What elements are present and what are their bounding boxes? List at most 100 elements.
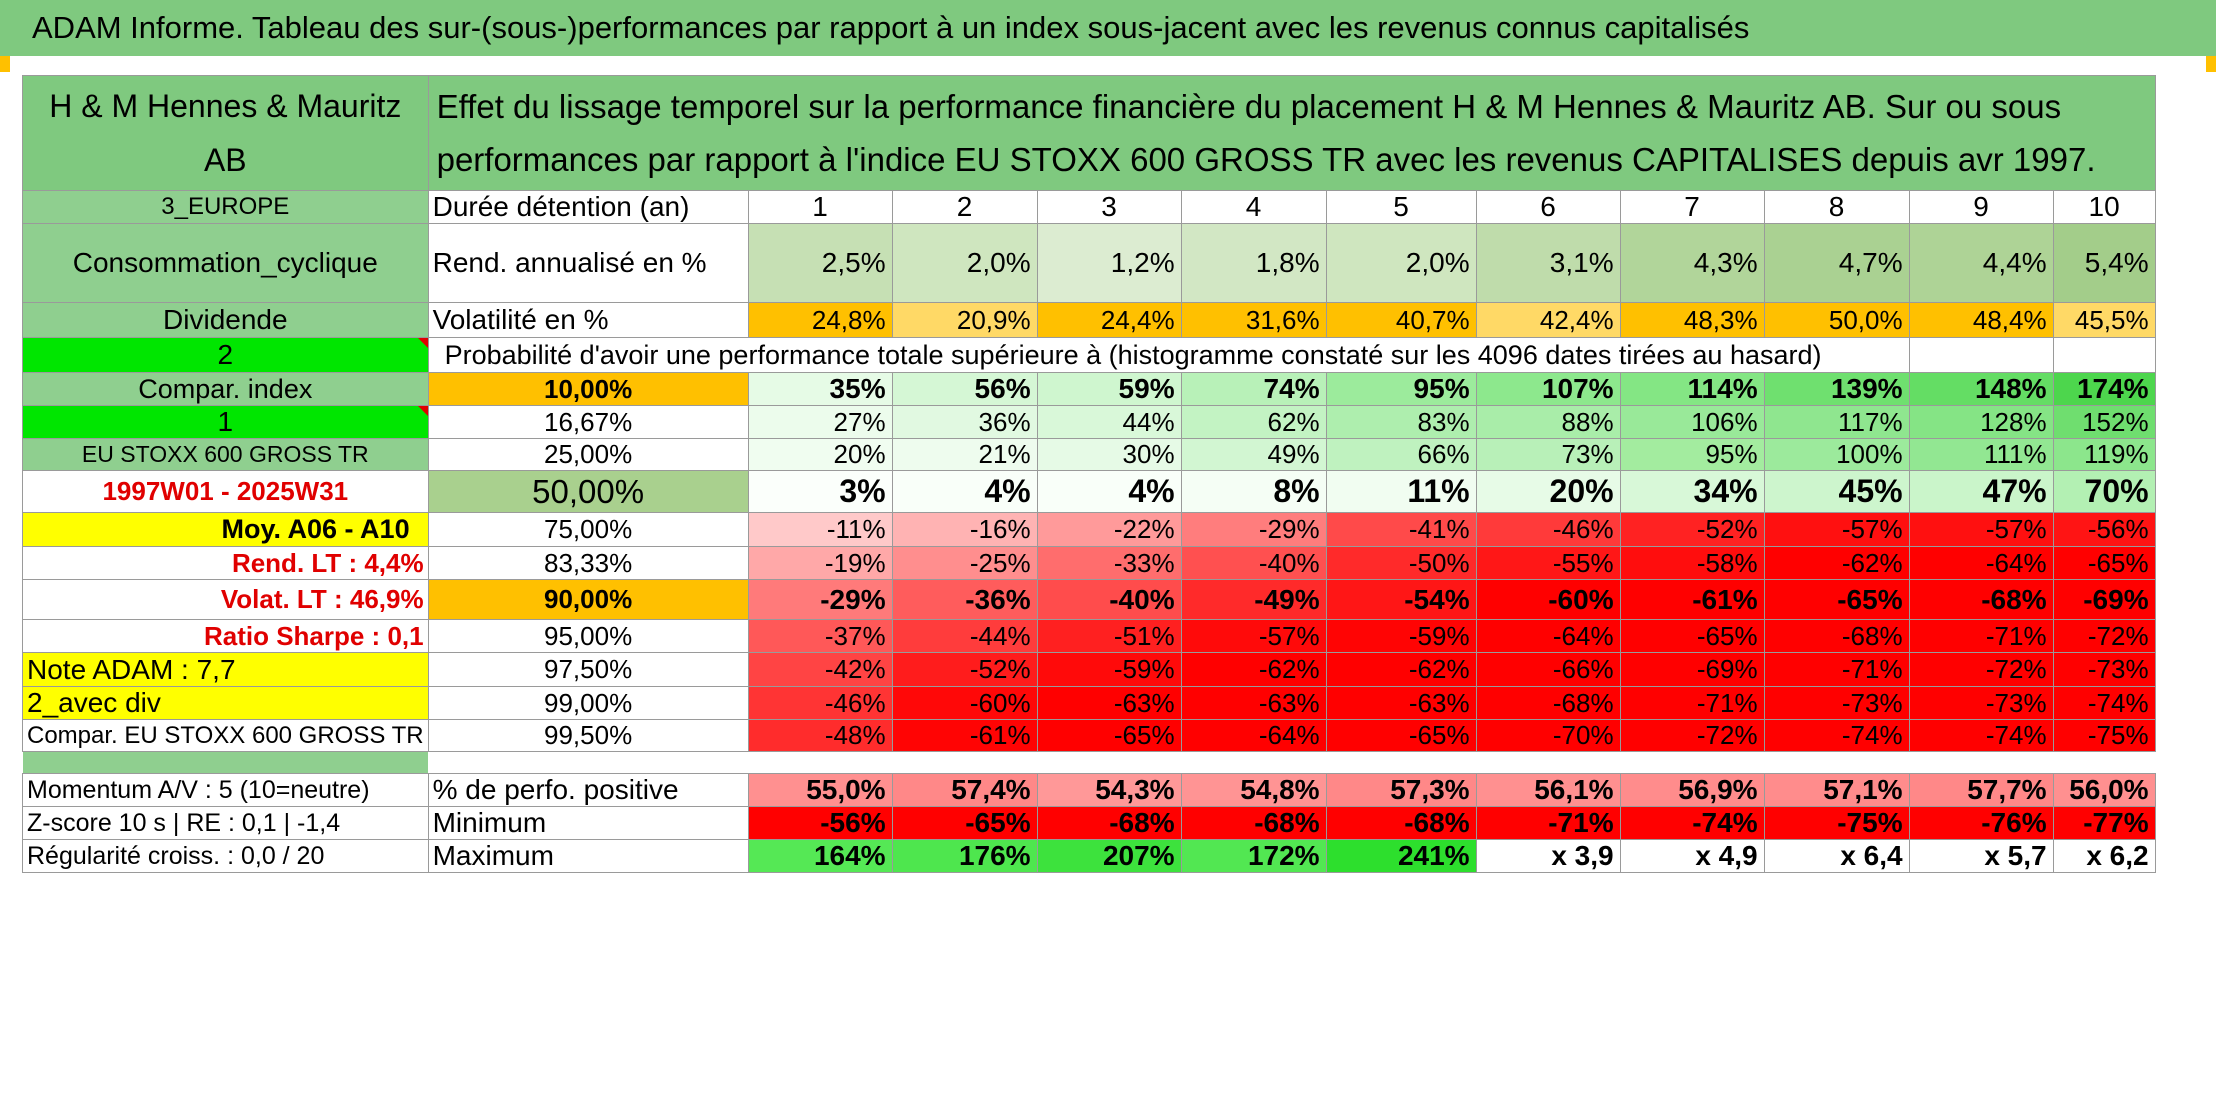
quantile-value: -65% (2052, 546, 2156, 580)
minimum-value: -68% (1325, 806, 1477, 840)
quantile-value: 59% (1036, 372, 1182, 406)
positive-perf-value: 57,7% (1908, 773, 2054, 807)
performance-table: H & M Hennes & Mauritz AB Effet du lissag… (22, 75, 2156, 873)
year-header: 3 (1036, 190, 1182, 224)
return-label: Rend. annualisé en % (427, 223, 749, 303)
table-row: Volat. LT : 46,9% 90,00% -29% -36% -40% -49% -… (22, 579, 2156, 620)
year-header: 8 (1763, 190, 1910, 224)
quantile-value: -65% (1619, 619, 1765, 653)
quantile-value: -68% (1908, 579, 2054, 620)
quantile-value: 30% (1036, 438, 1182, 471)
positive-perf-value: 55,0% (747, 773, 893, 807)
quantile-value: -65% (1036, 719, 1182, 752)
quantile-value: -68% (1475, 686, 1621, 720)
quantile-value: -62% (1325, 652, 1477, 687)
quantile-value: -66% (1475, 652, 1621, 687)
year-header: 7 (1619, 190, 1765, 224)
quantile-value: -71% (1763, 652, 1910, 687)
quantile-value: 95% (1619, 438, 1765, 471)
quantile-value: -73% (2052, 652, 2156, 687)
minimum-value: -65% (891, 806, 1038, 840)
quantile-value: -73% (1908, 686, 2054, 720)
duration-label: Durée détention (an) (427, 190, 749, 224)
quantile-value: 88% (1475, 405, 1621, 439)
quantile-value: -60% (1475, 579, 1621, 620)
table-row: Régularité croiss. : 0,0 / 20 Maximum 164%… (22, 839, 2156, 873)
quantile-value: -65% (1763, 579, 1910, 620)
quantile-value: -11% (747, 512, 893, 547)
return-value: 5,4% (2052, 223, 2156, 303)
period-label: 1997W01 - 2025W31 (22, 470, 429, 513)
quantile-value: 114% (1619, 372, 1765, 406)
minimum-value: -68% (1036, 806, 1182, 840)
quantile-value: -50% (1325, 546, 1477, 580)
quantile-value: -63% (1325, 686, 1477, 720)
region-label: 3_EUROPE (22, 190, 429, 224)
quantile-value: -69% (1619, 652, 1765, 687)
volatility-value: 40,7% (1325, 302, 1477, 338)
quantile-value: -44% (891, 619, 1038, 653)
volatility-value: 45,5% (2052, 302, 2156, 338)
quantile-value: 11% (1325, 470, 1477, 513)
maximum-value: x 4,9 (1619, 839, 1765, 873)
quantile-value: -52% (891, 652, 1038, 687)
quantile-value: -71% (1908, 619, 2054, 653)
maximum-value: 241% (1325, 839, 1477, 873)
table-row: Dividende Volatilité en % 24,8% 20,9% 24,4% 3… (22, 302, 2156, 338)
quantile-value: -75% (2052, 719, 2156, 752)
return-value: 2,5% (747, 223, 893, 303)
quantile-value: -70% (1475, 719, 1621, 752)
return-value: 2,0% (1325, 223, 1477, 303)
return-value: 1,8% (1180, 223, 1327, 303)
quantile-value: -64% (1475, 619, 1621, 653)
quantile-label: 16,67% (427, 405, 749, 439)
comparison-index: Compar. EU STOXX 600 GROSS TR (22, 719, 429, 752)
quantile-value: -59% (1036, 652, 1182, 687)
quantile-value: -42% (747, 652, 893, 687)
quantile-value: 66% (1325, 438, 1477, 471)
positive-perf-label: % de perfo. positive (427, 773, 749, 807)
quantile-value: -72% (1619, 719, 1765, 752)
quantile-value: -46% (1475, 512, 1621, 547)
dividend-mode: 2_avec div (22, 686, 429, 720)
quantile-value: -74% (2052, 686, 2156, 720)
volatility-value: 24,4% (1036, 302, 1182, 338)
return-value: 3,1% (1475, 223, 1621, 303)
maximum-value: 172% (1180, 839, 1327, 873)
table-row: Note ADAM : 7,7 97,50% -42% -52% -59% -62% -62… (22, 652, 2156, 687)
zscore-label: Z-score 10 s | RE : 0,1 | -1,4 (22, 806, 429, 840)
probability-heading: Probabilité d'avoir une performance tota… (427, 337, 1910, 373)
quantile-value: -48% (747, 719, 893, 752)
report-title: ADAM Informe. Tableau des sur-(sous-)per… (0, 0, 2216, 56)
quantile-value: -40% (1180, 546, 1327, 580)
quantile-value: -62% (1763, 546, 1910, 580)
quantile-value: 74% (1180, 372, 1327, 406)
quantile-value: -25% (891, 546, 1038, 580)
table-row: Momentum A/V : 5 (10=neutre)% de perfo. … (22, 773, 2156, 807)
table-row: Moy. A06 - A10 75,00% -11% -16% -22% -29% -41%… (22, 512, 2156, 547)
quantile-value: -74% (1908, 719, 2054, 752)
quantile-value: 20% (1475, 470, 1621, 513)
volatility-value: 20,9% (891, 302, 1038, 338)
quantile-value: 35% (747, 372, 893, 406)
empty-cell (1908, 337, 2054, 373)
quantile-value: 148% (1908, 372, 2054, 406)
quantile-value: -72% (2052, 619, 2156, 653)
corner-marker (0, 56, 10, 72)
quantile-value: 8% (1180, 470, 1327, 513)
spacer-cell (428, 751, 2156, 774)
quantile-label: 97,50% (427, 652, 749, 687)
quantile-value: -61% (1619, 579, 1765, 620)
quantile-label: 50,00% (427, 470, 749, 513)
maximum-value: x 5,7 (1908, 839, 2054, 873)
quantile-value: -59% (1325, 619, 1477, 653)
quantile-value: 4% (891, 470, 1038, 513)
quantile-value: 44% (1036, 405, 1182, 439)
table-row: 2_avec div 99,00% -46% -60% -63% -63% -63% -68%… (22, 686, 2156, 720)
quantile-value: -41% (1325, 512, 1477, 547)
quantile-value: 111% (1908, 438, 2054, 471)
maximum-value: 207% (1036, 839, 1182, 873)
quantile-value: 4% (1036, 470, 1182, 513)
quantile-label: 99,00% (427, 686, 749, 720)
quantile-value: -69% (2052, 579, 2156, 620)
